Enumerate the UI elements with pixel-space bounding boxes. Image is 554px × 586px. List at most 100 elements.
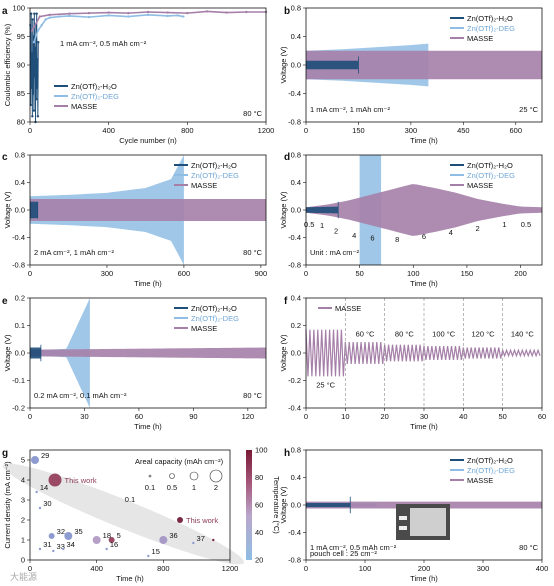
colorbar-tick-label: 20 — [255, 556, 263, 565]
point-label: 15 — [152, 547, 160, 556]
data-point — [87, 11, 91, 15]
y-tick-label: 0.0 — [291, 349, 301, 358]
x-tick-label: 150 — [352, 126, 365, 135]
data-point — [36, 58, 39, 61]
pouch-cell-tab — [399, 516, 407, 520]
condition-label: Unit : mA cm⁻² — [310, 248, 359, 257]
data-point — [35, 490, 38, 494]
legend-entry: MASSE — [467, 181, 493, 190]
x-tick-label: 0 — [304, 564, 308, 573]
condition-label: 1 mA cm⁻², 1 mAh cm⁻² — [310, 105, 391, 114]
y-tick-label: 0.0 — [291, 206, 301, 215]
colorbar-tick-label: 80 — [255, 473, 263, 482]
temperature-label: 80 °C — [243, 248, 262, 257]
point-label: 18 — [103, 531, 111, 540]
y-tick-label: 0.4 — [291, 473, 301, 482]
legend-entry: Zn(OTf)₂-DEG — [467, 466, 515, 475]
this-work-label: This work — [65, 476, 97, 485]
data-point — [38, 547, 42, 551]
data-point — [212, 538, 215, 542]
x-tick-label: 50 — [498, 412, 506, 421]
y-tick-label: 90 — [17, 61, 25, 70]
y-tick-label: 0.0 — [291, 61, 301, 70]
y-axis-label: Current density (mA cm⁻²) — [3, 461, 12, 549]
data-point — [48, 13, 51, 17]
y-tick-label: -0.4 — [288, 233, 301, 242]
x-tick-label: 0 — [304, 269, 308, 278]
y-axis-label: Coulombic efficiency (%) — [3, 23, 12, 106]
data-point — [33, 46, 37, 50]
data-point — [38, 15, 42, 18]
panel-label-g: g — [2, 448, 8, 459]
highlight-region — [2, 463, 244, 565]
plot-frame — [29, 449, 231, 561]
y-tick-label: 2 — [21, 516, 25, 525]
y-tick-label: 0.8 — [15, 151, 25, 160]
x-tick-label: 60 — [538, 412, 546, 421]
x-tick-label: 300 — [101, 269, 114, 278]
legend-entry: Zn(OTf)₂-H₂O — [467, 14, 513, 23]
current-step-label: 2 — [334, 227, 338, 236]
x-tick-label: 0 — [304, 412, 308, 421]
temperature-segment-label: 100 °C — [432, 330, 456, 339]
data-point — [62, 547, 65, 551]
y-tick-label: 0.4 — [15, 178, 25, 187]
panel-c: c 0 300 600 900 -0.8 -0.4 0.0 0.4 0.8 Time (h) Volt… — [2, 151, 267, 289]
y-tick-label: -0.2 — [12, 404, 25, 413]
panel-e: e 0 30 60 90 120 -0.2 -0.1 0.0 0.1 0.2 Time (h) Volt… — [2, 294, 267, 431]
size-legend-marker — [189, 471, 199, 481]
data-point — [36, 29, 40, 32]
panel-d: d 0 50 100 150 200 -0.8 -0.4 0.0 0.4 0.8 Time (h) Vo… — [279, 151, 543, 288]
y-tick-label: 0.0 — [15, 206, 25, 215]
point-label: 36 — [169, 531, 177, 540]
x-tick-label: 1200 — [258, 126, 275, 135]
point-label: 29 — [41, 451, 49, 460]
data-point — [48, 16, 51, 19]
data-point — [33, 12, 36, 15]
x-tick-label: 800 — [181, 126, 194, 135]
panel-label-f: f — [284, 296, 288, 307]
data-point — [108, 537, 115, 543]
y-tick-label: -0.8 — [288, 261, 301, 270]
legend-entry: MASSE — [467, 34, 493, 43]
colorbar — [246, 450, 252, 560]
data-point — [159, 536, 168, 544]
y-tick-label: -0.1 — [12, 376, 25, 385]
point-label: 33 — [57, 542, 65, 551]
data-point — [107, 14, 110, 17]
current-step-label: 0.5 — [521, 220, 531, 229]
x-axis-label: Time (h) — [134, 279, 162, 288]
data-point — [35, 12, 38, 15]
data-point — [182, 15, 185, 18]
data-point — [87, 15, 91, 19]
temperature-segment-label: 25 °C — [316, 380, 335, 389]
legend-entry: MASSE — [191, 181, 217, 190]
current-step-label: 6 — [422, 232, 426, 241]
current-step-label: 1 — [320, 221, 324, 230]
x-tick-label: 600 — [178, 269, 191, 278]
size-legend-marker — [169, 473, 175, 479]
current-step-label: 0.5 — [304, 220, 314, 229]
data-point — [225, 11, 228, 14]
colorbar-tick-label: 60 — [255, 501, 263, 510]
x-tick-label: 300 — [405, 126, 418, 135]
data-point — [92, 536, 101, 544]
y-tick-label: 0 — [21, 556, 25, 565]
x-tick-label: 400 — [536, 564, 549, 573]
x-tick-label: 150 — [461, 269, 474, 278]
x-axis-label: Time (h) — [410, 279, 438, 288]
y-tick-label: -0.4 — [288, 404, 301, 413]
x-tick-label: 40 — [459, 412, 467, 421]
temperature-segment-label: 120 °C — [471, 330, 495, 339]
pouch-cell-electrode — [410, 508, 446, 536]
data-point — [58, 15, 61, 18]
current-step-label: 6 — [370, 234, 374, 243]
y-axis-label: Voltage (V) — [279, 334, 288, 372]
data-point — [29, 12, 33, 15]
current-step-label: 2 — [476, 224, 480, 233]
current-step-label: 8 — [395, 235, 399, 244]
x-tick-label: 450 — [457, 126, 470, 135]
data-point — [36, 115, 40, 118]
panel-label-h: h — [284, 448, 290, 459]
condition-label: 0.2 mA cm⁻², 0.1 mAh cm⁻² — [34, 391, 127, 400]
